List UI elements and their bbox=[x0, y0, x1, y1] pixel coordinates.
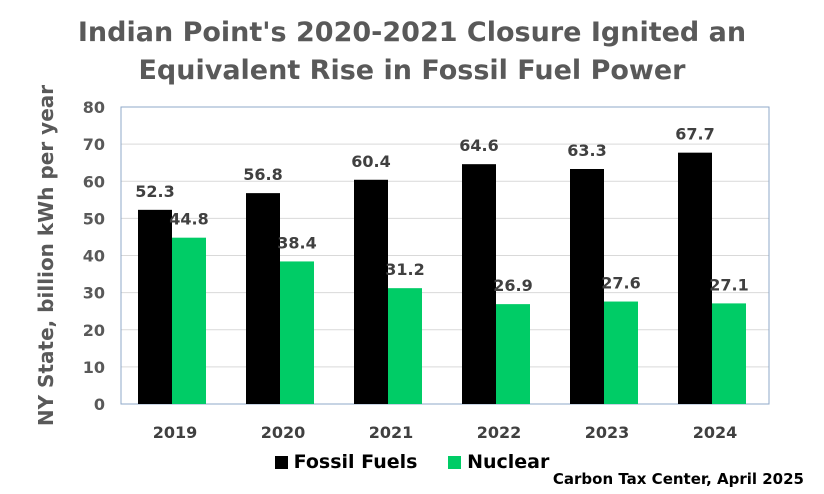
bar-fossil-fuels bbox=[678, 152, 712, 404]
y-tick-label: 10 bbox=[83, 358, 105, 377]
y-tick-label: 30 bbox=[83, 284, 105, 303]
bar-nuclear bbox=[172, 237, 206, 404]
legend: Fossil Fuels Nuclear bbox=[0, 451, 824, 474]
bar-fossil-fuels bbox=[570, 168, 604, 404]
x-tick-label: 2021 bbox=[369, 423, 414, 442]
legend-label-fossil-fuels: Fossil Fuels bbox=[293, 451, 418, 473]
bar-nuclear bbox=[712, 303, 746, 404]
data-label-nuclear: 31.2 bbox=[385, 260, 424, 279]
bar-fossil-fuels bbox=[246, 193, 280, 404]
bar-nuclear bbox=[604, 301, 638, 404]
data-label-fossil-fuels: 63.3 bbox=[567, 141, 606, 160]
y-tick-label: 50 bbox=[83, 209, 105, 228]
data-label-nuclear: 44.8 bbox=[169, 210, 208, 229]
data-label-nuclear: 26.9 bbox=[493, 276, 532, 295]
legend-swatch-fossil-fuels bbox=[274, 455, 288, 469]
y-tick-label: 80 bbox=[83, 98, 105, 117]
legend-item-fossil-fuels: Fossil Fuels bbox=[274, 451, 418, 473]
x-tick-label: 2020 bbox=[261, 423, 306, 442]
bar-fossil-fuels bbox=[462, 164, 496, 404]
bar-fossil-fuels bbox=[138, 209, 172, 404]
data-label-nuclear: 27.6 bbox=[601, 274, 640, 293]
chart-title-line-1: Indian Point's 2020-2021 Closure Ignited… bbox=[77, 17, 747, 48]
x-tick-label: 2019 bbox=[153, 423, 198, 442]
x-tick-label: 2024 bbox=[693, 423, 738, 442]
plot-area-border bbox=[120, 106, 770, 405]
x-tick-label: 2022 bbox=[477, 423, 522, 442]
y-tick-label: 20 bbox=[83, 321, 105, 340]
legend-item-nuclear: Nuclear bbox=[448, 451, 549, 473]
data-label-fossil-fuels: 64.6 bbox=[459, 136, 498, 155]
data-label-nuclear: 38.4 bbox=[277, 233, 316, 252]
y-tick-label: 70 bbox=[83, 135, 105, 154]
data-label-fossil-fuels: 56.8 bbox=[243, 165, 282, 184]
y-axis-label: NY State, billion kWh per year bbox=[34, 85, 58, 426]
data-label-nuclear: 27.1 bbox=[709, 275, 748, 294]
y-tick-label: 0 bbox=[94, 395, 105, 414]
bar-fossil-fuels bbox=[354, 179, 388, 404]
chart-title-line-2: Equivalent Rise in Fossil Fuel Power bbox=[138, 55, 686, 86]
legend-label-nuclear: Nuclear bbox=[467, 451, 550, 473]
data-label-fossil-fuels: 67.7 bbox=[675, 125, 714, 144]
data-label-fossil-fuels: 52.3 bbox=[135, 182, 174, 201]
data-label-fossil-fuels: 60.4 bbox=[351, 152, 390, 171]
x-tick-label: 2023 bbox=[585, 423, 630, 442]
source-note: Carbon Tax Center, April 2025 bbox=[552, 470, 804, 488]
bar-nuclear bbox=[280, 261, 314, 404]
y-tick-label: 40 bbox=[83, 247, 105, 266]
bar-nuclear bbox=[496, 304, 530, 404]
y-tick-label: 60 bbox=[83, 172, 105, 191]
bar-nuclear bbox=[388, 288, 422, 404]
legend-swatch-nuclear bbox=[448, 455, 462, 469]
chart-title: Indian Point's 2020-2021 Closure Ignited… bbox=[0, 14, 824, 90]
